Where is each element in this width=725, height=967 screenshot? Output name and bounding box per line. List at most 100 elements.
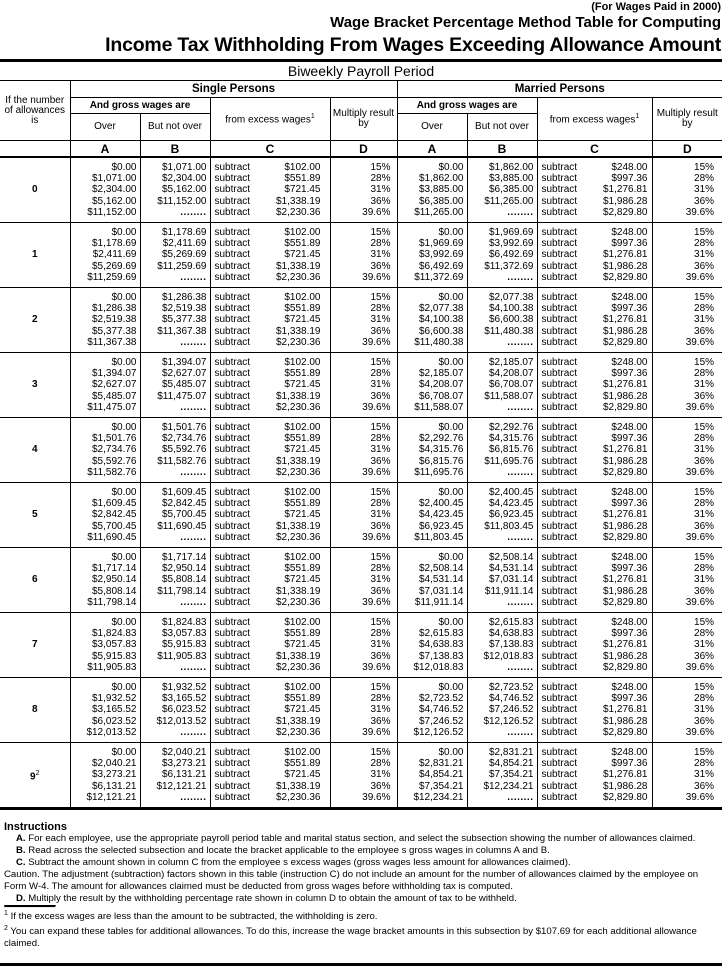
- single-not-over-value: $2,627.07: [162, 368, 207, 380]
- single-not-over-value: $11,690.45: [157, 520, 207, 532]
- single-over-value: $11,259.69: [87, 271, 137, 283]
- subtract-word: subtract: [214, 249, 251, 261]
- married-over-value: $6,923.45: [419, 520, 464, 532]
- single-not-over-value: $2,040.21: [162, 746, 207, 758]
- married-subtract-line: subtract $1,986.28: [542, 261, 652, 272]
- footnote-mark: 1: [310, 113, 315, 121]
- dots-leader: ........: [180, 206, 207, 218]
- married-subtract-line: subtract $2,829.80: [542, 532, 652, 543]
- instruction-c: C. Subtract the amount shown in column C…: [4, 857, 720, 869]
- single-rate-value: 31%: [370, 249, 391, 261]
- married-rate-value: 36%: [694, 585, 715, 597]
- allowances-value: 1: [31, 249, 38, 261]
- subtract-amount: $997.36: [611, 303, 648, 315]
- single-over-value: $2,304.00: [92, 184, 137, 196]
- single-over-value: $2,411.69: [92, 249, 137, 261]
- allowances-cell: 8: [0, 677, 71, 743]
- dots-leader: ........: [507, 661, 534, 673]
- single-over-value: $0.00: [111, 291, 137, 303]
- subtract-amount: $551.89: [284, 368, 321, 380]
- subtract-word: subtract: [214, 509, 251, 521]
- subtract-word: subtract: [214, 574, 251, 586]
- subtract-word: subtract: [214, 195, 251, 207]
- married-rate-cell: 15% 28% 31% 36% 39.6%: [651, 222, 723, 288]
- single-over-cell: $0.00 $1,824.83 $3,057.83 $5,915.83 $11,905.…: [69, 612, 141, 678]
- married-subtract-line: subtract $2,829.80: [542, 272, 652, 283]
- married-over-value: $2,831.21: [419, 758, 464, 770]
- married-subtract-cell: subtract $248.00 subtract $997.36 subtract $1…: [536, 352, 653, 418]
- married-not-over-value: $6,492.69: [489, 249, 534, 261]
- dots-leader: ........: [180, 336, 207, 348]
- subtract-word: subtract: [541, 758, 578, 770]
- married-rate-value: 31%: [694, 509, 715, 521]
- married-subtract-line: subtract $2,829.80: [542, 467, 652, 478]
- single-subtract-line: subtract $2,230.36: [215, 727, 330, 738]
- married-not-over-value: $7,354.21: [489, 769, 534, 781]
- subtract-amount: $102.00: [284, 291, 321, 303]
- single-subtract-line: subtract $551.89: [215, 238, 330, 249]
- subtract-amount: $1,986.28: [603, 455, 648, 467]
- subtract-word: subtract: [541, 509, 578, 521]
- single-subtract-line: subtract $2,230.36: [215, 467, 330, 478]
- single-subtract-line: subtract $551.89: [215, 303, 330, 314]
- single-over-value: $5,808.14: [92, 585, 137, 597]
- subtract-word: subtract: [214, 303, 251, 315]
- single-rate-value: 15%: [370, 486, 391, 498]
- caution-text: Caution. The adjustment (subtraction) fa…: [4, 869, 699, 892]
- married-over-value: $3,885.00: [419, 184, 464, 196]
- married-not-over-value: $2,185.07: [489, 356, 534, 368]
- married-subtract-line: subtract $248.00: [542, 227, 652, 238]
- single-over-cell: $0.00 $1,932.52 $3,165.52 $6,023.52 $12,013.…: [69, 677, 141, 743]
- married-not-over-value: $7,138.83: [489, 639, 534, 651]
- subtract-word: subtract: [541, 238, 578, 250]
- single-over-value: $5,700.45: [92, 520, 137, 532]
- single-rate-value: 15%: [370, 421, 391, 433]
- single-subtract-line: subtract $551.89: [215, 758, 330, 769]
- single-rate-value: 39.6%: [362, 726, 391, 738]
- single-rate-value: 31%: [370, 509, 391, 521]
- married-dots: ........: [468, 532, 534, 543]
- married-subtract-line: subtract $1,986.28: [542, 456, 652, 467]
- single-subtract-line: subtract $2,230.36: [215, 207, 330, 218]
- single-not-over-value: $2,842.45: [162, 498, 207, 510]
- married-rate-value: 36%: [694, 650, 715, 662]
- subtract-word: subtract: [541, 746, 578, 758]
- single-not-over-header: But not over: [139, 113, 211, 141]
- single-subtract-cell: subtract $102.00 subtract $551.89 subtract $7…: [209, 417, 331, 483]
- married-over-value: $7,138.83: [419, 650, 464, 662]
- married-over-value: $12,126.52: [413, 726, 464, 738]
- single-subtract-line: subtract $551.89: [215, 628, 330, 639]
- single-over-value: $0.00: [111, 681, 137, 693]
- married-rate-value: 39.6%: [685, 661, 715, 673]
- subtract-word: subtract: [541, 184, 578, 196]
- single-subtract-line: subtract $1,338.19: [215, 456, 330, 467]
- subtract-amount: $1,986.28: [603, 780, 648, 792]
- single-not-over-value: $12,013.52: [156, 715, 207, 727]
- single-over-value: $11,152.00: [87, 206, 137, 218]
- married-not-over-header: But not over: [466, 113, 537, 141]
- single-over-value: $1,717.14: [92, 563, 137, 575]
- subtract-amount: $721.45: [284, 249, 321, 261]
- single-subtract-line: subtract $551.89: [215, 693, 330, 704]
- married-not-over-value: $11,588.07: [484, 390, 534, 402]
- subtract-amount: $2,230.36: [276, 791, 321, 803]
- instruction-b-text: Read across the selected subsection and …: [25, 845, 550, 856]
- married-over-value: $0.00: [438, 226, 464, 238]
- allowances-value: 5: [31, 509, 38, 521]
- subtract-word: subtract: [541, 466, 578, 478]
- subtract-word: subtract: [214, 704, 251, 716]
- married-rate-value: 28%: [694, 693, 715, 705]
- single-subtract-cell: subtract $102.00 subtract $551.89 subtract $7…: [209, 547, 331, 613]
- single-not-over-value: $2,734.76: [162, 433, 207, 445]
- married-not-over-value: $4,208.07: [489, 368, 534, 380]
- single-over-cell: $0.00 $1,178.69 $2,411.69 $5,269.69 $11,259.…: [69, 222, 141, 288]
- married-rate-value: 15%: [694, 421, 715, 433]
- single-dots: ........: [141, 597, 207, 608]
- subtract-word: subtract: [541, 291, 578, 303]
- married-not-over-value: $11,265.00: [484, 195, 534, 207]
- single-subtract-cell: subtract $102.00 subtract $551.89 subtract $7…: [209, 352, 331, 418]
- single-dots: ........: [141, 662, 207, 673]
- subtract-word: subtract: [214, 596, 251, 608]
- single-rate-value: 36%: [370, 780, 391, 792]
- single-over-value: $0.00: [111, 421, 137, 433]
